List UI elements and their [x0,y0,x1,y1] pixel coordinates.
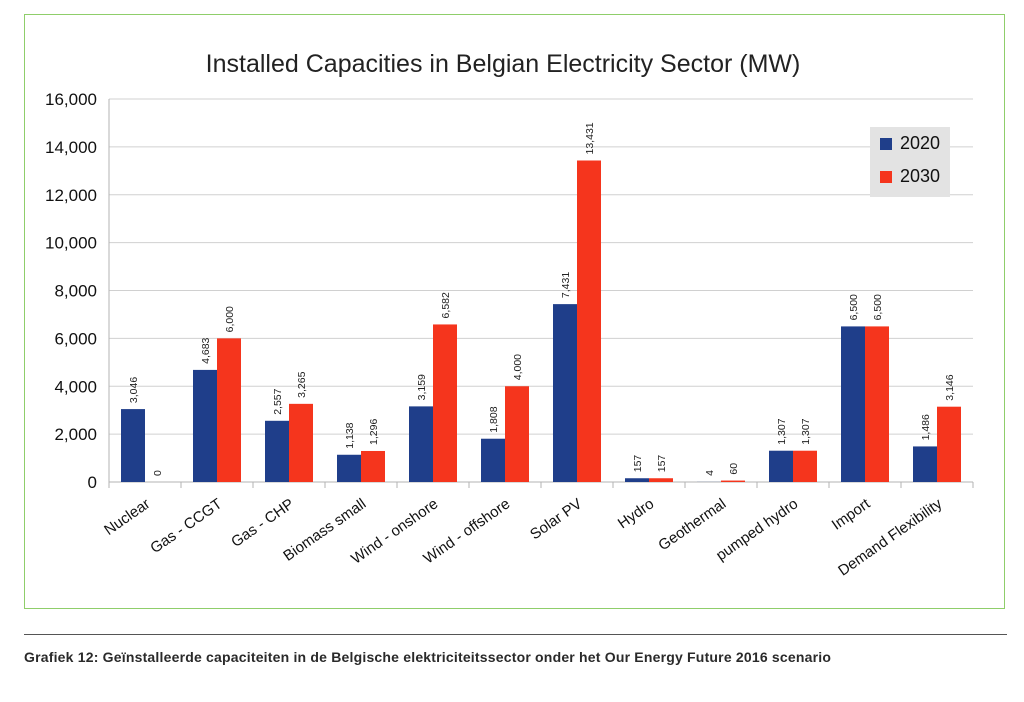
y-tick-label: 4,000 [54,377,97,396]
y-tick-label: 2,000 [54,425,97,444]
figure-caption: Grafiek 12: Geïnstalleerde capaciteiten … [24,649,832,665]
data-label: 1,138 [344,422,356,448]
bar-2020 [913,446,937,482]
y-tick-label: 6,000 [54,329,97,348]
bar-2030 [649,478,673,482]
legend-swatch [880,171,892,183]
data-label: 6,582 [440,292,452,318]
bar-2020 [193,369,217,482]
y-tick-label: 0 [88,473,97,492]
data-label: 1,307 [776,418,788,444]
y-tick-label: 16,000 [45,90,97,109]
axes: 0 2,000 4,000 6,000 8,000 10,000 12,000 14,000 1… [45,90,974,492]
chart-title: Installed Capacities in Belgian Electric… [206,50,801,78]
data-label: 0 [152,470,164,476]
data-label: 1,486 [920,414,932,440]
bar-2030 [721,480,745,482]
data-label: 157 [632,455,644,473]
bar-2030 [217,338,241,482]
chart-frame: Installed Capacities in Belgian Electric… [24,14,1005,609]
x-tick-label: Geothermal [655,495,729,554]
bar-2020 [625,478,649,482]
bar-2020 [337,454,361,482]
bar-2030 [577,160,601,483]
bar-2020 [121,409,145,482]
data-label: 4 [704,470,716,476]
x-tick-label: Gas - CHP [228,495,297,551]
data-label: 60 [728,463,740,475]
x-tick-label: Nuclear [101,495,153,539]
x-tick-label: Gas - CCGT [147,495,225,557]
bar-2030 [793,450,817,482]
y-tick-label: 10,000 [45,234,97,253]
legend-swatch [880,138,892,150]
x-tick-label: Import [829,495,874,534]
x-tick-label: Hydro [615,495,658,532]
bar-2030 [937,406,961,482]
legend-label: 2020 [900,133,940,153]
legend: 2020 2030 [870,127,950,197]
data-label: 1,808 [488,406,500,432]
bar-2020 [481,438,505,482]
data-label: 1,296 [368,419,380,445]
bar-2030 [361,450,385,482]
bars [121,160,961,483]
data-label: 6,500 [848,294,860,320]
bar-2020 [769,450,793,482]
bar-chart: Installed Capacities in Belgian Electric… [45,50,974,580]
data-label: 4,000 [512,354,524,380]
data-label: 6,000 [224,306,236,332]
data-label: 1,307 [800,418,812,444]
bar-2030 [505,386,529,482]
data-label: 6,500 [872,294,884,320]
data-label: 157 [656,455,668,473]
y-tick-label: 12,000 [45,186,97,205]
gridlines [109,98,973,483]
bar-2020 [553,304,577,482]
y-tick-label: 14,000 [45,138,97,157]
y-tick-label: 8,000 [54,282,97,301]
data-label: 3,046 [128,377,140,403]
data-label: 13,431 [584,122,596,154]
data-label: 2,557 [272,388,284,414]
legend-label: 2030 [900,166,940,186]
bar-2030 [433,324,457,482]
data-label: 3,159 [416,374,428,400]
data-label: 7,431 [560,272,572,298]
bar-2030 [865,326,889,482]
x-tick-label: Solar PV [527,495,585,543]
data-label: 4,683 [200,337,212,363]
bar-2030 [289,403,313,482]
bar-2020 [409,406,433,482]
bar-2020 [265,420,289,482]
caption-divider [24,634,1007,635]
bar-2020 [841,326,865,482]
data-label: 3,265 [296,371,308,397]
data-labels: 3,046 0 4,683 6,000 2,557 3,265 1,138 1,296 3,15… [128,122,956,476]
data-label: 3,146 [944,374,956,400]
